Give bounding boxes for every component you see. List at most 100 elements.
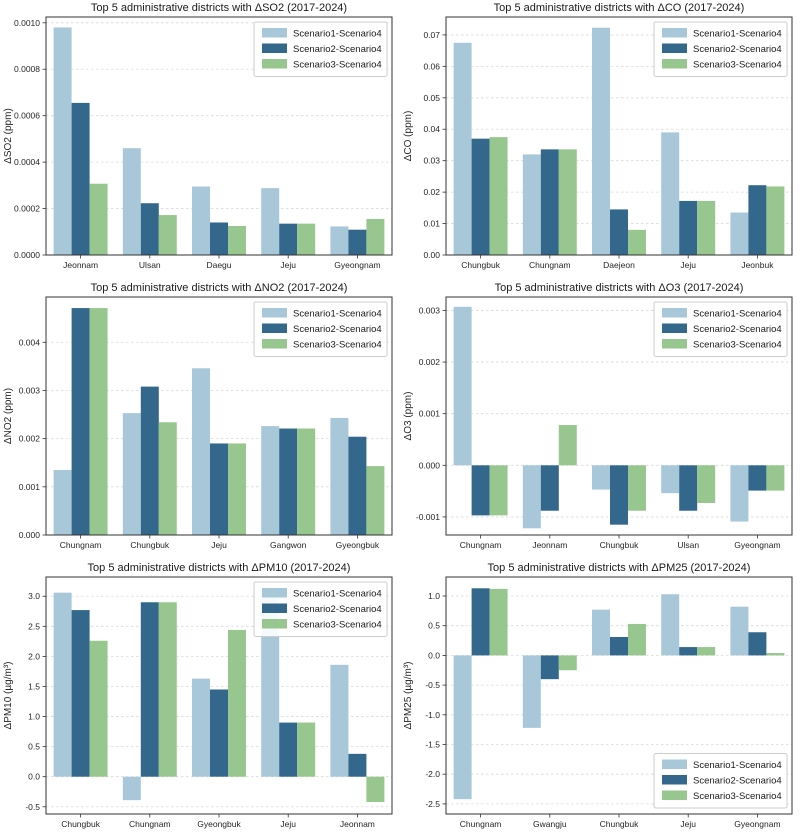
y-tick-label: 2.5 <box>28 621 40 631</box>
bar-Scenario1-Scenario4-Jeju <box>261 188 280 255</box>
legend-box <box>253 21 388 77</box>
x-tick-label: Gyeongnam <box>334 260 380 270</box>
bar-Scenario2-Scenario4-Chungnam <box>471 465 490 516</box>
y-tick-label: 0.06 <box>423 61 440 71</box>
legend-swatch <box>662 775 687 785</box>
x-tick-label: Jeju <box>280 819 296 829</box>
bar-Scenario2-Scenario4-Chungbuk <box>71 610 90 777</box>
y-tick-label: 0.04 <box>423 124 440 134</box>
bar-Scenario3-Scenario4-Gyeongnam <box>766 465 785 491</box>
plot-border <box>45 296 393 536</box>
bar-Scenario1-Scenario4-Ulsan <box>661 465 680 494</box>
chart-canvas: Top 5 administrative districts with ΔO3 … <box>403 282 793 550</box>
bar-Scenario2-Scenario4-Gyeongbuk <box>210 689 228 777</box>
x-tick-label: Jeju <box>680 819 696 829</box>
y-tick-label: 1.5 <box>28 681 40 691</box>
bar-Scenario1-Scenario4-Jeonnam <box>522 465 541 529</box>
bar-Scenario1-Scenario4-Jeonbuk <box>730 212 749 255</box>
bar-Scenario2-Scenario4-Gwangju <box>540 655 559 680</box>
x-tick-label: Chungbuk <box>61 819 101 829</box>
legend-label: Scenario2-Scenario4 <box>293 324 382 335</box>
bar-Scenario2-Scenario4-Chungnam <box>140 602 159 777</box>
bar-Scenario2-Scenario4-Ulsan <box>140 203 159 255</box>
bar-Scenario3-Scenario4-Chungbuk <box>89 640 108 777</box>
legend-label: Scenario3-Scenario4 <box>293 620 382 631</box>
bar-Scenario1-Scenario4-Gyeongbuk <box>330 417 349 535</box>
chart-canvas: Top 5 administrative districts with ΔPM1… <box>3 562 393 829</box>
y-tick-label: 0.0006 <box>14 111 40 121</box>
y-tick-label: 0.5 <box>28 742 40 752</box>
bar-Scenario2-Scenario4-Chungbuk <box>471 138 490 255</box>
bar-Scenario1-Scenario4-Chungbuk <box>453 42 472 255</box>
legend-box <box>253 301 388 357</box>
legend-swatch <box>262 59 287 69</box>
y-tick-label: 0.07 <box>423 30 440 40</box>
x-tick-label: Gyeongnam <box>734 540 780 550</box>
y-tick-label: -2.5 <box>425 799 440 809</box>
legend-swatch <box>262 588 287 598</box>
bar-Scenario3-Scenario4-Jeonbuk <box>766 186 785 255</box>
y-axis-label: ΔO3 (ppm) <box>403 392 414 441</box>
bar-Scenario2-Scenario4-Chungnam <box>471 588 490 656</box>
legend-label: Scenario1-Scenario4 <box>293 309 382 320</box>
bar-Scenario2-Scenario4-Chungnam <box>71 308 90 535</box>
y-tick-label: 0.02 <box>423 187 440 197</box>
bar-Scenario2-Scenario4-Jeju <box>210 443 228 535</box>
legend-label: Scenario3-Scenario4 <box>693 340 782 351</box>
legend-swatch <box>662 28 687 38</box>
chart-canvas: Top 5 administrative districts with ΔCO … <box>403 2 793 270</box>
legend-label: Scenario1-Scenario4 <box>293 29 382 40</box>
y-tick-label: 3.0 <box>28 591 40 601</box>
chart-canvas: Top 5 administrative districts with ΔPM2… <box>403 562 793 829</box>
x-tick-label: Jeonnam <box>63 260 98 270</box>
bar-Scenario3-Scenario4-Ulsan <box>158 215 177 255</box>
bar-Scenario3-Scenario4-Chungnam <box>158 602 177 777</box>
y-tick-label: 0.002 <box>19 434 41 444</box>
bar-Scenario2-Scenario4-Chungbuk <box>610 465 628 525</box>
y-tick-label: -1.5 <box>425 740 440 750</box>
bar-Scenario1-Scenario4-Jeonnam <box>330 664 349 777</box>
bar-Scenario2-Scenario4-Jeonnam <box>71 102 90 255</box>
bar-Scenario2-Scenario4-Ulsan <box>679 465 698 511</box>
legend-label: Scenario2-Scenario4 <box>293 604 382 615</box>
bar-Scenario2-Scenario4-Daegu <box>210 222 228 255</box>
bar-Scenario2-Scenario4-Gyeongnam <box>348 229 367 255</box>
bar-Scenario3-Scenario4-Gyeongnam <box>766 653 785 656</box>
y-tick-label: 0.03 <box>423 156 440 166</box>
bar-Scenario1-Scenario4-Chungbuk <box>53 592 72 777</box>
bar-Scenario2-Scenario4-Gyeongnam <box>748 465 767 491</box>
x-tick-label: Jeju <box>280 260 296 270</box>
y-axis-label: ΔCO (ppm) <box>403 111 414 162</box>
bar-Scenario2-Scenario4-Chungnam <box>540 149 559 255</box>
y-tick-label: 0.001 <box>419 409 441 419</box>
y-tick-label: 0.001 <box>19 482 41 492</box>
bar-Scenario3-Scenario4-Jeju <box>227 443 246 535</box>
x-tick-label: Daejeon <box>603 260 635 270</box>
legend-label: Scenario1-Scenario4 <box>693 29 782 40</box>
bar-Scenario3-Scenario4-Daejeon <box>627 229 646 255</box>
legend-swatch <box>262 339 287 349</box>
plot-border <box>45 16 393 256</box>
bar-Scenario2-Scenario4-Jeju <box>279 722 298 777</box>
y-tick-label: 0.002 <box>419 357 441 367</box>
x-tick-label: Chungbuk <box>130 540 170 550</box>
legend-swatch <box>662 759 687 769</box>
legend-swatch <box>262 603 287 613</box>
bar-Scenario2-Scenario4-Jeonnam <box>348 753 367 777</box>
bar-Scenario3-Scenario4-Gangwon <box>297 428 316 535</box>
bar-Scenario3-Scenario4-Chungbuk <box>627 465 646 511</box>
legend: Scenario1-Scenario4 Scenario2-Scenario4 Sc… <box>253 301 388 357</box>
bar-Scenario3-Scenario4-Jeonnam <box>89 183 108 255</box>
x-tick-label: Chungnam <box>529 260 571 270</box>
bar-Scenario3-Scenario4-Gwangju <box>558 655 577 671</box>
x-tick-label: Chungbuk <box>461 260 501 270</box>
x-tick-label: Gyeongbuk <box>197 819 241 829</box>
bar-Scenario3-Scenario4-Chungnam <box>558 149 577 255</box>
x-tick-label: Chungnam <box>460 540 502 550</box>
bar-Scenario1-Scenario4-Daegu <box>192 186 211 255</box>
bar-Scenario1-Scenario4-Chungbuk <box>122 413 141 535</box>
chart-so2: Top 5 administrative districts with ΔSO2… <box>0 0 400 280</box>
legend-label: Scenario2-Scenario4 <box>293 44 382 55</box>
bar-Scenario1-Scenario4-Gyeongnam <box>330 226 349 255</box>
legend: Scenario1-Scenario4 Scenario2-Scenario4 Sc… <box>653 21 788 77</box>
